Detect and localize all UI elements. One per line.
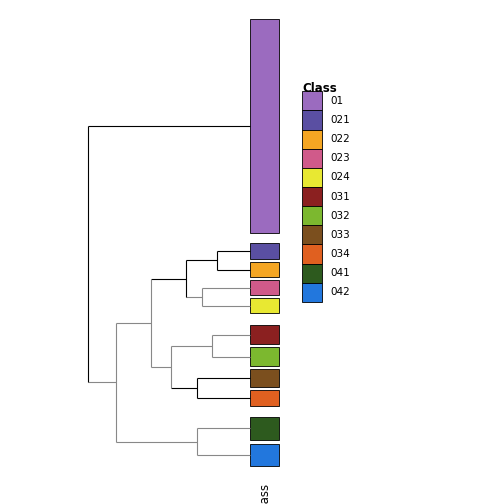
Bar (250, 280, 279, 295)
Bar (302, 91, 322, 110)
Bar (250, 19, 279, 233)
Text: 042: 042 (330, 287, 350, 297)
Bar (250, 325, 279, 344)
Bar (302, 149, 322, 168)
Bar (250, 390, 279, 406)
Bar (250, 243, 279, 259)
Bar (302, 283, 322, 302)
Text: 041: 041 (330, 268, 350, 278)
Bar (302, 130, 322, 149)
Text: Class: Class (258, 483, 271, 504)
Bar (250, 417, 279, 440)
Bar (302, 264, 322, 283)
Bar (302, 225, 322, 244)
Bar (250, 262, 279, 277)
Text: 01: 01 (330, 96, 343, 106)
Bar (302, 244, 322, 264)
Bar (302, 187, 322, 206)
Text: 034: 034 (330, 249, 350, 259)
Bar (250, 347, 279, 366)
Text: 033: 033 (330, 230, 350, 240)
Text: 022: 022 (330, 134, 350, 144)
Bar (302, 206, 322, 225)
Bar (302, 110, 322, 130)
Bar (250, 369, 279, 387)
Bar (302, 168, 322, 187)
Bar (250, 444, 279, 466)
Text: 024: 024 (330, 172, 350, 182)
Text: 031: 031 (330, 192, 350, 202)
Text: 023: 023 (330, 153, 350, 163)
Text: 021: 021 (330, 115, 350, 125)
Bar (250, 298, 279, 313)
Text: 032: 032 (330, 211, 350, 221)
Text: Class: Class (302, 82, 337, 95)
